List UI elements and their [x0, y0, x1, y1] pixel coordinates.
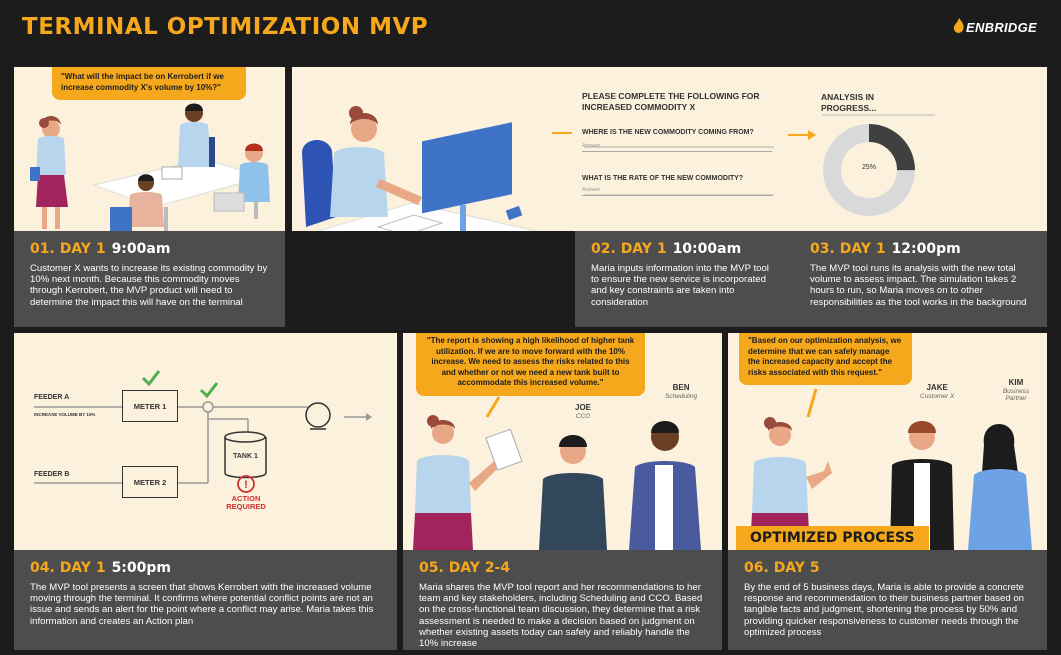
form-question-source: WHERE IS THE NEW COMMODITY COMING FROM?	[582, 129, 754, 136]
alert-icon	[237, 475, 255, 493]
form-answer-source[interactable]: Answer	[582, 143, 772, 152]
stakeholders-illustration	[413, 396, 701, 550]
person-joe: JOE CCO	[575, 403, 591, 420]
panel-2-3: PLEASE COMPLETE THE FOLLOWING FOR INCREA…	[292, 67, 1047, 231]
person-kim: KIM Business Partner	[999, 378, 1033, 402]
person-role: Business Partner	[1002, 388, 1030, 402]
step-time: 5:00pm	[111, 560, 171, 576]
step-day: DAY 1	[839, 241, 886, 257]
step-description: Maria shares the MVP tool report and her…	[419, 582, 703, 650]
person-role: CCO	[575, 413, 591, 420]
brand-logo: ENBRIDGE	[953, 18, 1037, 35]
step-time: 9:00am	[111, 241, 171, 257]
person-name: JOE	[575, 403, 592, 412]
caption-2: 02. DAY 1 10:00am Maria inputs informatio…	[575, 231, 794, 327]
optimized-process-banner: OPTIMIZED PROCESS	[736, 526, 929, 550]
meter-2[interactable]: METER 2	[122, 466, 178, 498]
person-name: BEN	[672, 383, 690, 392]
donut-progress	[823, 124, 915, 216]
terminal-diagram: !	[34, 370, 372, 493]
person-role: Scheduling	[665, 393, 698, 400]
speech-bubble: "The report is showing a high likelihood…	[416, 333, 645, 396]
progress-donut	[823, 124, 915, 216]
step-number: 04.	[30, 560, 55, 576]
check-icon	[199, 382, 219, 399]
panel-1: "What will the impact be on Kerrobert if…	[14, 67, 285, 231]
desk-illustration	[302, 106, 935, 231]
step-description: Maria inputs information into the MVP to…	[591, 263, 769, 308]
step-description: By the end of 5 business days, Maria is …	[744, 582, 1024, 638]
step-day: DAY 5	[773, 560, 820, 576]
step-day: DAY 1	[59, 560, 106, 576]
meter-1[interactable]: METER 1	[122, 390, 178, 422]
analysis-heading: ANALYSIS IN PROGRESS...	[821, 92, 877, 113]
svg-text:!: !	[244, 479, 248, 491]
form-heading: PLEASE COMPLETE THE FOLLOWING FOR INCREA…	[582, 91, 760, 112]
feeder-b-label: FEEDER B	[34, 471, 70, 478]
caption-4: 04. DAY 1 5:00pm The MVP tool presents a …	[14, 550, 397, 650]
feeder-a-label: FEEDER A	[34, 394, 70, 401]
step-description: Customer X wants to increase its existin…	[30, 263, 268, 308]
speech-bubble: "What will the impact be on Kerrobert if…	[52, 67, 246, 100]
panel-6: "Based on our optimization analysis, we …	[728, 333, 1047, 550]
form-question-rate: WHAT IS THE RATE OF THE NEW COMMODITY?	[582, 175, 744, 182]
person-name: JAKE	[926, 383, 948, 392]
step-time: 12:00pm	[891, 241, 961, 257]
person-name: KIM	[1008, 378, 1024, 387]
tank-label[interactable]: TANK 1	[233, 453, 258, 460]
brand-flame-icon	[953, 18, 964, 33]
step-time: 10:00am	[672, 241, 742, 257]
step-description: The MVP tool runs its analysis with the …	[810, 263, 1027, 308]
page-title: TERMINAL OPTIMIZATION MVP	[22, 14, 429, 40]
caption-3: 03. DAY 1 12:00pm The MVP tool runs its a…	[794, 231, 1047, 327]
person-jake: JAKE Customer X	[920, 383, 954, 400]
step-number: 05.	[419, 560, 444, 576]
meeting-illustration	[30, 103, 270, 231]
caption-1: 01. DAY 1 9:00am Customer X wants to incr…	[14, 231, 285, 327]
person-ben: BEN Scheduling	[665, 383, 697, 400]
step-description: The MVP tool presents a screen that show…	[30, 582, 374, 627]
panel-5: "The report is showing a high likelihood…	[403, 333, 722, 550]
action-required-alert[interactable]: ACTION REQUIRED	[226, 494, 266, 511]
caption-6: 06. DAY 5 By the end of 5 business days,…	[728, 550, 1047, 650]
customer-illustration	[750, 388, 1032, 550]
feeder-a-note: INCREASE VOLUME BY 10%	[34, 412, 96, 417]
check-icon	[141, 370, 161, 387]
form-answer-rate[interactable]: Answer	[582, 187, 772, 196]
step-day: DAY 1	[59, 241, 106, 257]
speech-bubble: "Based on our optimization analysis, we …	[739, 333, 912, 385]
step-number: 03.	[810, 241, 835, 257]
step-number: 06.	[744, 560, 769, 576]
step-day: DAY 1	[620, 241, 667, 257]
caption-5: 05. DAY 2-4 Maria shares the MVP tool re…	[403, 550, 722, 650]
step-day: DAY 2-4	[448, 560, 511, 576]
progress-label: 25%	[861, 164, 876, 171]
step-number: 01.	[30, 241, 55, 257]
brand-name: ENBRIDGE	[965, 20, 1037, 35]
step-number: 02.	[591, 241, 616, 257]
panel-4: ! FEEDER A INCREASE VOLUME BY 10% FEEDER…	[14, 333, 397, 550]
person-role: Customer X	[920, 393, 955, 400]
